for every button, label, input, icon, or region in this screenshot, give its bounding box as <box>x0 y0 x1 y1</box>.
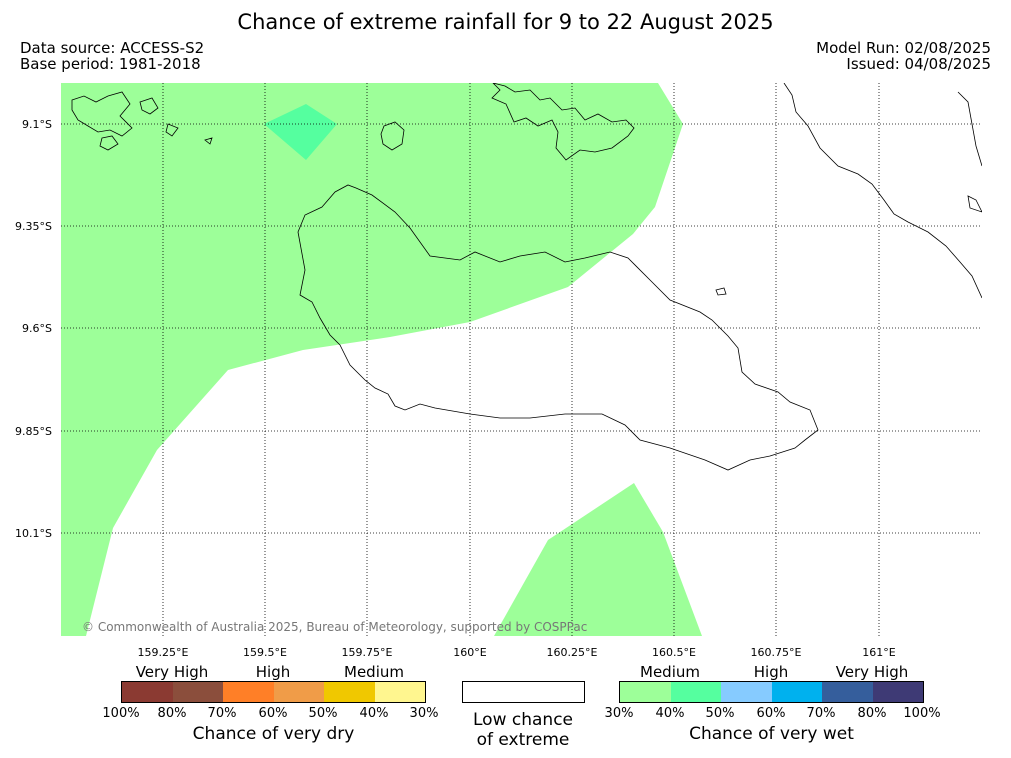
dry-heading-high: High <box>255 663 291 681</box>
issued-date: Issued: 04/08/2025 <box>846 55 991 73</box>
wet-swatch <box>721 682 772 702</box>
lat-label: 9.35°S <box>15 220 52 233</box>
lat-label: 9.6°S <box>22 322 52 335</box>
dry-swatch <box>122 682 173 702</box>
lon-label: 159.5°E <box>243 646 287 659</box>
dry-tick: 30% <box>409 706 439 721</box>
wet-heading-very-high: Very High <box>835 663 909 681</box>
source-info: Data source: ACCESS-S2 Base period: 1981… <box>20 40 204 72</box>
dry-swatch <box>274 682 324 702</box>
wet-tick: 60% <box>756 706 786 721</box>
wet-chance-region-south <box>494 483 702 636</box>
lon-label: 160°E <box>453 646 487 659</box>
dry-colorbar <box>121 681 426 703</box>
wet-tick: 30% <box>604 706 634 721</box>
wet-swatch <box>772 682 822 702</box>
lon-label: 160.75°E <box>750 646 802 659</box>
wet-colorbar <box>619 681 924 703</box>
wet-chance-region-higher <box>264 104 337 160</box>
russell-islands-coast <box>71 91 213 151</box>
low-chance-swatch <box>462 681 585 703</box>
lon-label: 159.25°E <box>137 646 189 659</box>
lon-label: 160.5°E <box>652 646 696 659</box>
wet-heading-medium: Medium <box>640 663 700 681</box>
wet-swatch <box>873 682 923 702</box>
wet-tick: 80% <box>857 706 887 721</box>
wet-tick: 50% <box>705 706 735 721</box>
dry-tick: 70% <box>207 706 237 721</box>
lon-label: 161°E <box>862 646 896 659</box>
copyright-notice: © Commonwealth of Australia 2025, Bureau… <box>82 620 588 634</box>
malaita-coast <box>783 83 982 299</box>
wet-heading-high: High <box>753 663 789 681</box>
wet-swatch <box>620 682 671 702</box>
wet-swatch <box>671 682 721 702</box>
low-chance-title: Low chance of extreme <box>443 710 603 750</box>
coastline <box>71 83 982 471</box>
dry-tick: 40% <box>359 706 389 721</box>
dry-tick: 60% <box>258 706 288 721</box>
map-grid <box>61 83 982 636</box>
base-period: Base period: 1981-2018 <box>20 55 201 73</box>
lat-label: 9.85°S <box>15 425 52 438</box>
dry-swatch <box>324 682 375 702</box>
malaita-east-coast <box>957 91 982 167</box>
low-chance-line2: of extreme <box>476 730 570 750</box>
lat-label: 10.1°S <box>15 527 52 540</box>
small-islets <box>715 195 982 296</box>
dry-swatch <box>223 682 274 702</box>
lon-label: 159.75°E <box>341 646 393 659</box>
dry-tick: 100% <box>102 706 140 721</box>
wet-chance-region-north <box>61 83 683 636</box>
wet-swatch <box>822 682 873 702</box>
lon-label: 160.25°E <box>546 646 598 659</box>
map-title: Chance of extreme rainfall for 9 to 22 A… <box>237 10 774 34</box>
dry-tick: 80% <box>157 706 187 721</box>
lat-label: 9.1°S <box>22 118 52 131</box>
wet-tick: 40% <box>655 706 685 721</box>
dry-heading-very-high: Very High <box>135 663 209 681</box>
wet-legend-title: Chance of very wet <box>689 724 854 744</box>
dry-tick: 50% <box>308 706 338 721</box>
dry-swatch <box>173 682 223 702</box>
dry-heading-medium: Medium <box>344 663 404 681</box>
wet-tick: 70% <box>806 706 836 721</box>
model-run: Model Run: 02/08/2025 <box>816 39 991 57</box>
dry-swatch <box>375 682 425 702</box>
guadalcanal-coast <box>297 184 819 471</box>
wet-tick: 100% <box>903 706 941 721</box>
savo-island-coast <box>380 121 405 151</box>
data-source: Data source: ACCESS-S2 <box>20 39 205 57</box>
low-chance-line1: Low chance <box>473 710 573 730</box>
dry-legend-title: Chance of very dry <box>192 724 355 744</box>
run-info: Model Run: 02/08/2025 Issued: 04/08/2025 <box>816 40 991 72</box>
florida-islands-coast <box>491 83 635 161</box>
